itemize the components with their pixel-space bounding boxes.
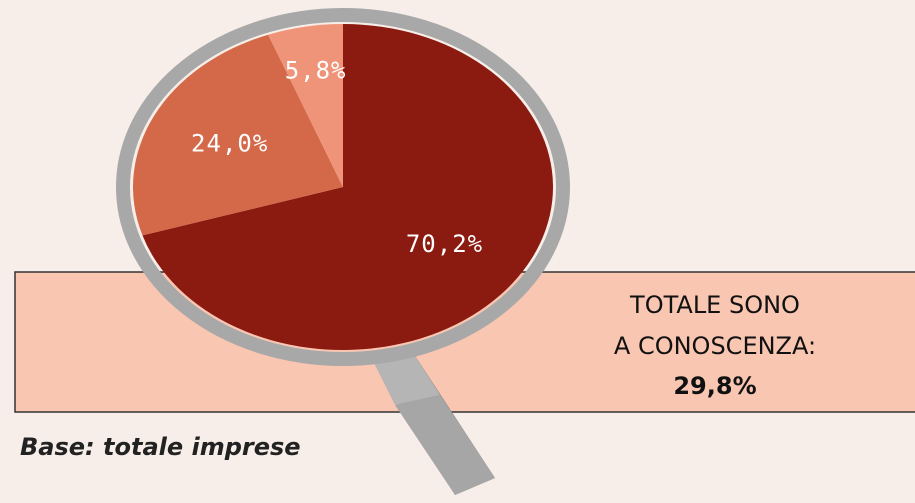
value-label: 24,0% — [191, 129, 268, 157]
annotation-value: 29,8% — [673, 372, 756, 400]
value-label: 5,8% — [285, 57, 347, 85]
annotation-line: A CONOSCENZA: — [614, 332, 816, 360]
chart: TOTALE SONO A CONOSCENZA: 29,8% Base: to… — [0, 0, 915, 503]
footnote: Base: totale imprese — [20, 433, 301, 461]
annotation-line: TOTALE SONO — [629, 291, 800, 319]
value-label: 70,2% — [406, 230, 483, 258]
